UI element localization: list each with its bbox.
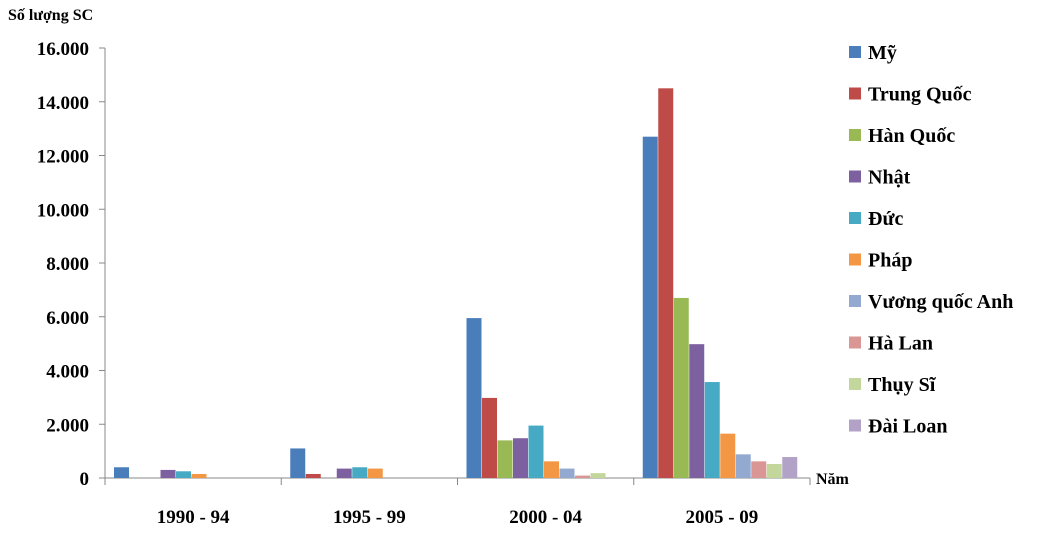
bar (559, 468, 575, 478)
legend-label: Pháp (868, 250, 912, 272)
legend-swatch (849, 336, 861, 349)
bar (658, 88, 674, 478)
y-tick-label: 0 (80, 469, 90, 490)
legend-swatch (849, 419, 861, 432)
x-category-label: 2000 - 04 (509, 507, 582, 528)
bar (114, 467, 129, 478)
bar (176, 471, 191, 478)
y-axis-title: Số lượng SC (8, 7, 93, 24)
y-tick-label: 10.000 (37, 200, 89, 221)
bar (720, 433, 736, 478)
bar (642, 136, 658, 478)
bar (497, 440, 513, 478)
legend-swatch (849, 212, 861, 224)
legend-label: Hàn Quốc (868, 125, 955, 147)
y-tick-label: 8.000 (46, 254, 89, 275)
bar (352, 467, 368, 478)
legend-label: Thụy Sĩ (868, 374, 937, 396)
bar (305, 473, 321, 478)
bar (704, 382, 720, 478)
bar (689, 344, 705, 478)
bar (466, 318, 482, 478)
legend-label: Nhật (868, 167, 911, 189)
x-category-label: 1990 - 94 (157, 507, 230, 528)
x-category-label: 2005 - 09 (685, 507, 758, 528)
legend-swatch (849, 295, 861, 307)
legend-swatch (849, 170, 861, 183)
bar (160, 469, 176, 478)
legend-label: Đài Loan (868, 416, 947, 438)
legend-label: Đức (868, 208, 903, 230)
legend-swatch (849, 378, 861, 390)
bar (336, 468, 352, 478)
bar (482, 397, 497, 478)
legend-swatch (849, 87, 861, 100)
legend-label: Trung Quốc (868, 84, 972, 106)
y-tick-label: 6.000 (46, 308, 89, 329)
bar (528, 425, 544, 478)
bar (766, 464, 782, 478)
x-axis-title: Năm (816, 471, 850, 488)
bar (782, 457, 798, 478)
legend-label: Hà Lan (868, 333, 933, 355)
legend-label: Mỹ (868, 42, 897, 64)
y-tick-label: 2.000 (46, 415, 89, 436)
bar (513, 438, 528, 478)
bar (290, 448, 306, 478)
bar (590, 473, 606, 478)
legend: Mỹ Trung Quốc Hàn Quốc Nhật Đức Pháp Vương quố… (849, 42, 1013, 438)
bar (735, 454, 751, 478)
y-tick-label: 16.000 (37, 39, 89, 60)
legend-swatch (849, 129, 861, 141)
x-category-label: 1995 - 99 (333, 507, 406, 528)
bar (367, 468, 383, 478)
bar (751, 461, 767, 478)
plot-area: 0 2.000 4.000 6.000 8.000 10.000 12.000 14.000 1… (37, 39, 811, 528)
y-tick-label: 12.000 (37, 147, 89, 168)
legend-swatch (849, 46, 861, 58)
bar (191, 473, 207, 478)
bar (544, 461, 559, 478)
y-tick-label: 14.000 (37, 93, 89, 114)
legend-label: Vương quốc Anh (868, 291, 1013, 313)
legend-swatch (849, 253, 861, 266)
bar (673, 297, 689, 478)
y-tick-label: 4.000 (46, 362, 89, 383)
bar (575, 475, 590, 478)
